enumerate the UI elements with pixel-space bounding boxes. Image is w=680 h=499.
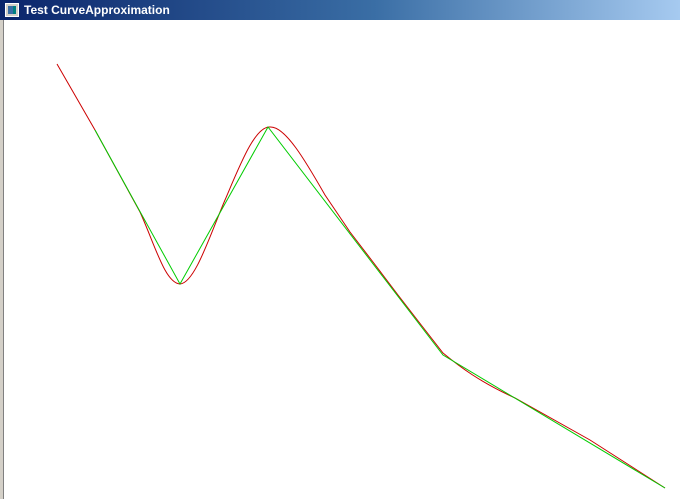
app-window-icon[interactable] [5, 3, 19, 17]
window-left-border [0, 20, 4, 499]
drawing-canvas[interactable] [0, 20, 680, 499]
approximation-curve [56, 63, 666, 489]
title-bar[interactable]: Test CurveApproximation [0, 0, 680, 20]
window-title: Test CurveApproximation [24, 3, 170, 17]
control-polyline [94, 126, 666, 489]
